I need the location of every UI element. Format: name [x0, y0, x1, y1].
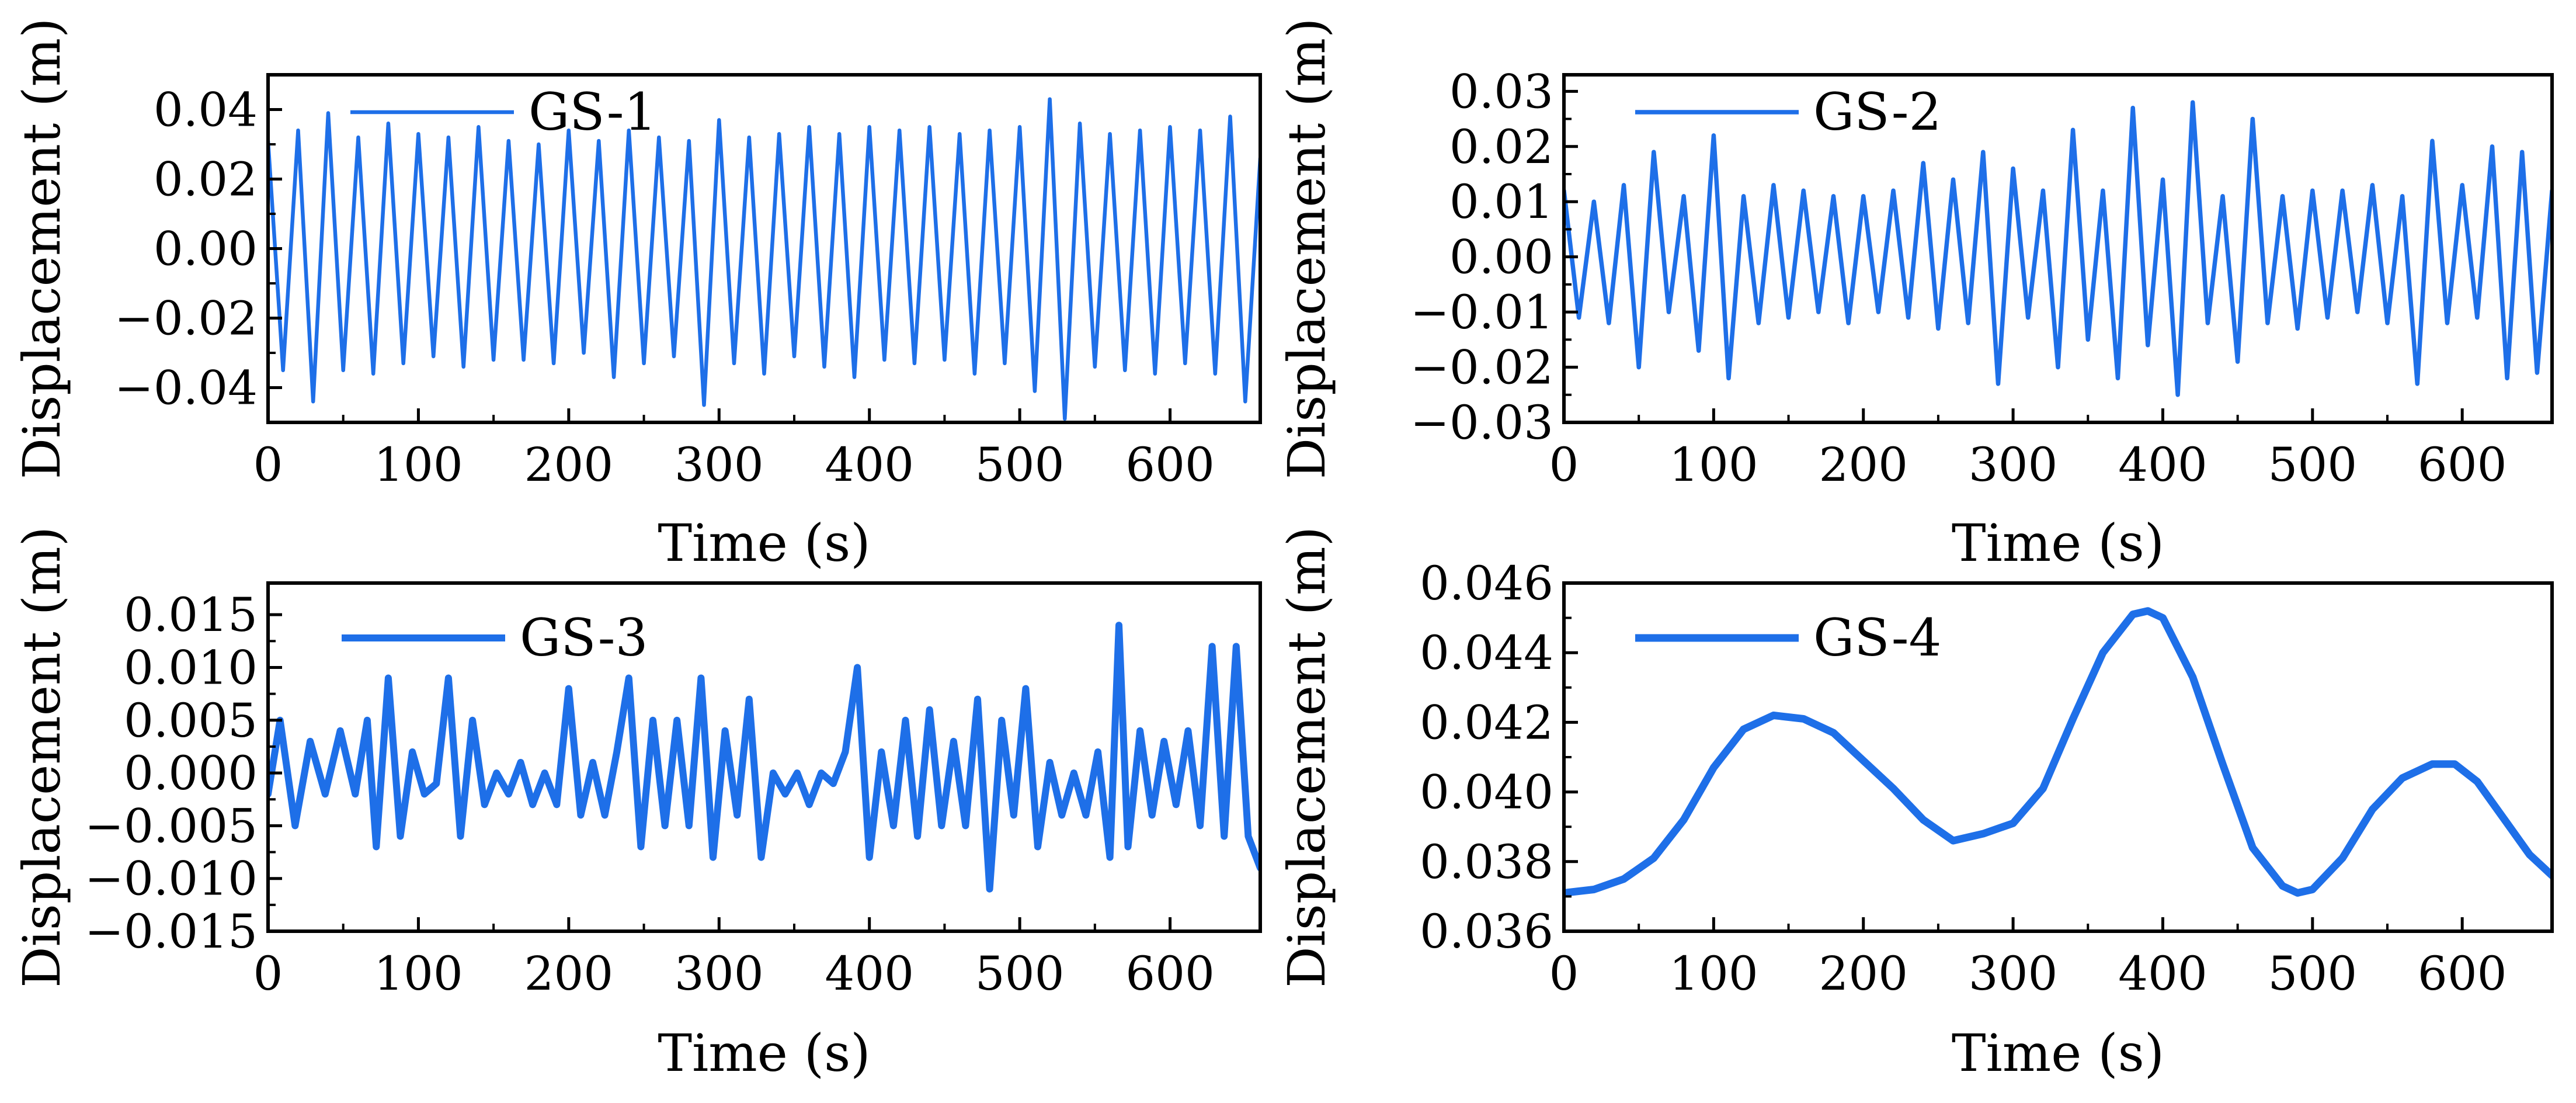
y-tick-label: 0.00	[154, 222, 258, 276]
y-tick-label: 0.01	[1449, 175, 1553, 229]
y-tick-label: 0.038	[1420, 835, 1553, 889]
series-line-gs-4	[1564, 607, 2552, 897]
x-tick-label: 400	[825, 438, 914, 492]
y-tick-label: 0.040	[1420, 765, 1553, 820]
y-axis-title: Displacement (m)	[1277, 526, 1337, 988]
y-axis-title: Displacement (m)	[12, 18, 72, 480]
y-tick-label: 0.000	[124, 746, 258, 800]
x-tick-label: 500	[975, 438, 1065, 492]
y-tick-label: −0.02	[1410, 341, 1553, 395]
x-axis-title: Time (s)	[658, 513, 870, 573]
x-tick-label: 500	[975, 946, 1065, 1001]
x-tick-label: 200	[1819, 438, 1908, 492]
x-tick-label: 200	[524, 438, 613, 492]
x-tick-label: 300	[1969, 438, 2058, 492]
plot-frame	[1562, 73, 2554, 424]
legend: GS-1	[350, 82, 657, 142]
series-line-gs-3	[268, 622, 1260, 893]
y-tick-label: −0.02	[114, 292, 258, 346]
legend-label: GS-2	[1813, 82, 1942, 142]
legend: GS-3	[342, 608, 648, 668]
x-tick-label: 400	[2118, 946, 2207, 1001]
plot-frame	[266, 581, 1262, 933]
legend: GS-2	[1635, 82, 1942, 142]
x-tick-label: 600	[1125, 946, 1215, 1001]
chart-panel-3: 0 100 200 300 400 500 600−0.015−0.010−0.0050.0…	[12, 526, 1262, 1083]
y-tick-label: 0.03	[1449, 64, 1553, 119]
x-tick-label: 100	[374, 946, 463, 1001]
x-tick-label: 500	[2268, 438, 2357, 492]
y-tick-label: −0.03	[1410, 396, 1553, 450]
chart-panel-4: 0 100 200 300 400 500 600 0.036 0.038 0.040 0.042 0…	[1277, 526, 2554, 1083]
legend: GS-4	[1635, 608, 1942, 668]
x-axis-title: Time (s)	[1952, 1023, 2164, 1083]
x-tick-label: 0	[253, 438, 283, 492]
y-tick-label: 0.036	[1420, 904, 1553, 959]
y-axis-title: Displacement (m)	[1277, 18, 1337, 480]
y-tick-label: −0.010	[85, 852, 258, 906]
y-tick-label: 0.044	[1420, 626, 1553, 680]
y-tick-label: 0.02	[154, 152, 258, 207]
legend-label: GS-1	[529, 82, 657, 142]
x-tick-label: 400	[2118, 438, 2207, 492]
x-tick-label: 300	[675, 438, 764, 492]
y-tick-label: 0.00	[1449, 230, 1553, 285]
series-line-gs-1	[268, 97, 1260, 421]
x-tick-label: 0	[253, 946, 283, 1001]
x-tick-label: 300	[1969, 946, 2058, 1001]
x-tick-label: 100	[374, 438, 463, 492]
y-tick-label: −0.04	[114, 361, 258, 415]
x-tick-label: 500	[2268, 946, 2357, 1001]
x-tick-label: 400	[825, 946, 914, 1001]
y-tick-label: 0.010	[124, 640, 258, 695]
x-tick-label: 0	[1549, 438, 1579, 492]
y-tick-label: 0.02	[1449, 120, 1553, 174]
x-tick-label: 600	[1125, 438, 1215, 492]
x-tick-label: 200	[524, 946, 613, 1001]
y-tick-label: −0.005	[85, 799, 258, 853]
y-tick-label: −0.015	[85, 904, 258, 959]
y-tick-label: −0.01	[1410, 285, 1553, 339]
x-tick-label: 100	[1669, 438, 1758, 492]
x-axis-title: Time (s)	[1952, 513, 2164, 573]
chart-panel-1: 0 100 200 300 400 500 600 −0.04 −0.02 0.00 0.02 0.0…	[12, 18, 1262, 573]
series-line-gs-2	[1564, 100, 2552, 397]
y-tick-label: 0.046	[1420, 556, 1553, 611]
x-tick-label: 200	[1819, 946, 1908, 1001]
y-axis-title: Displacement (m)	[12, 526, 72, 988]
y-tick-label: 0.04	[154, 83, 258, 137]
y-tick-label: 0.005	[124, 693, 258, 748]
chart-panel-2: 0 100 200 300 400 500 600−0.03−0.02−0.010.000.…	[1277, 18, 2554, 573]
x-tick-label: 100	[1669, 946, 1758, 1001]
x-tick-label: 300	[675, 946, 764, 1001]
y-tick-label: 0.015	[124, 588, 258, 642]
x-axis-title: Time (s)	[658, 1023, 870, 1083]
x-tick-label: 0	[1549, 946, 1579, 1001]
y-tick-label: 0.042	[1420, 695, 1553, 750]
legend-label: GS-4	[1813, 608, 1942, 668]
legend-label: GS-3	[520, 608, 648, 668]
x-tick-label: 600	[2418, 946, 2507, 1001]
x-tick-label: 600	[2418, 438, 2507, 492]
